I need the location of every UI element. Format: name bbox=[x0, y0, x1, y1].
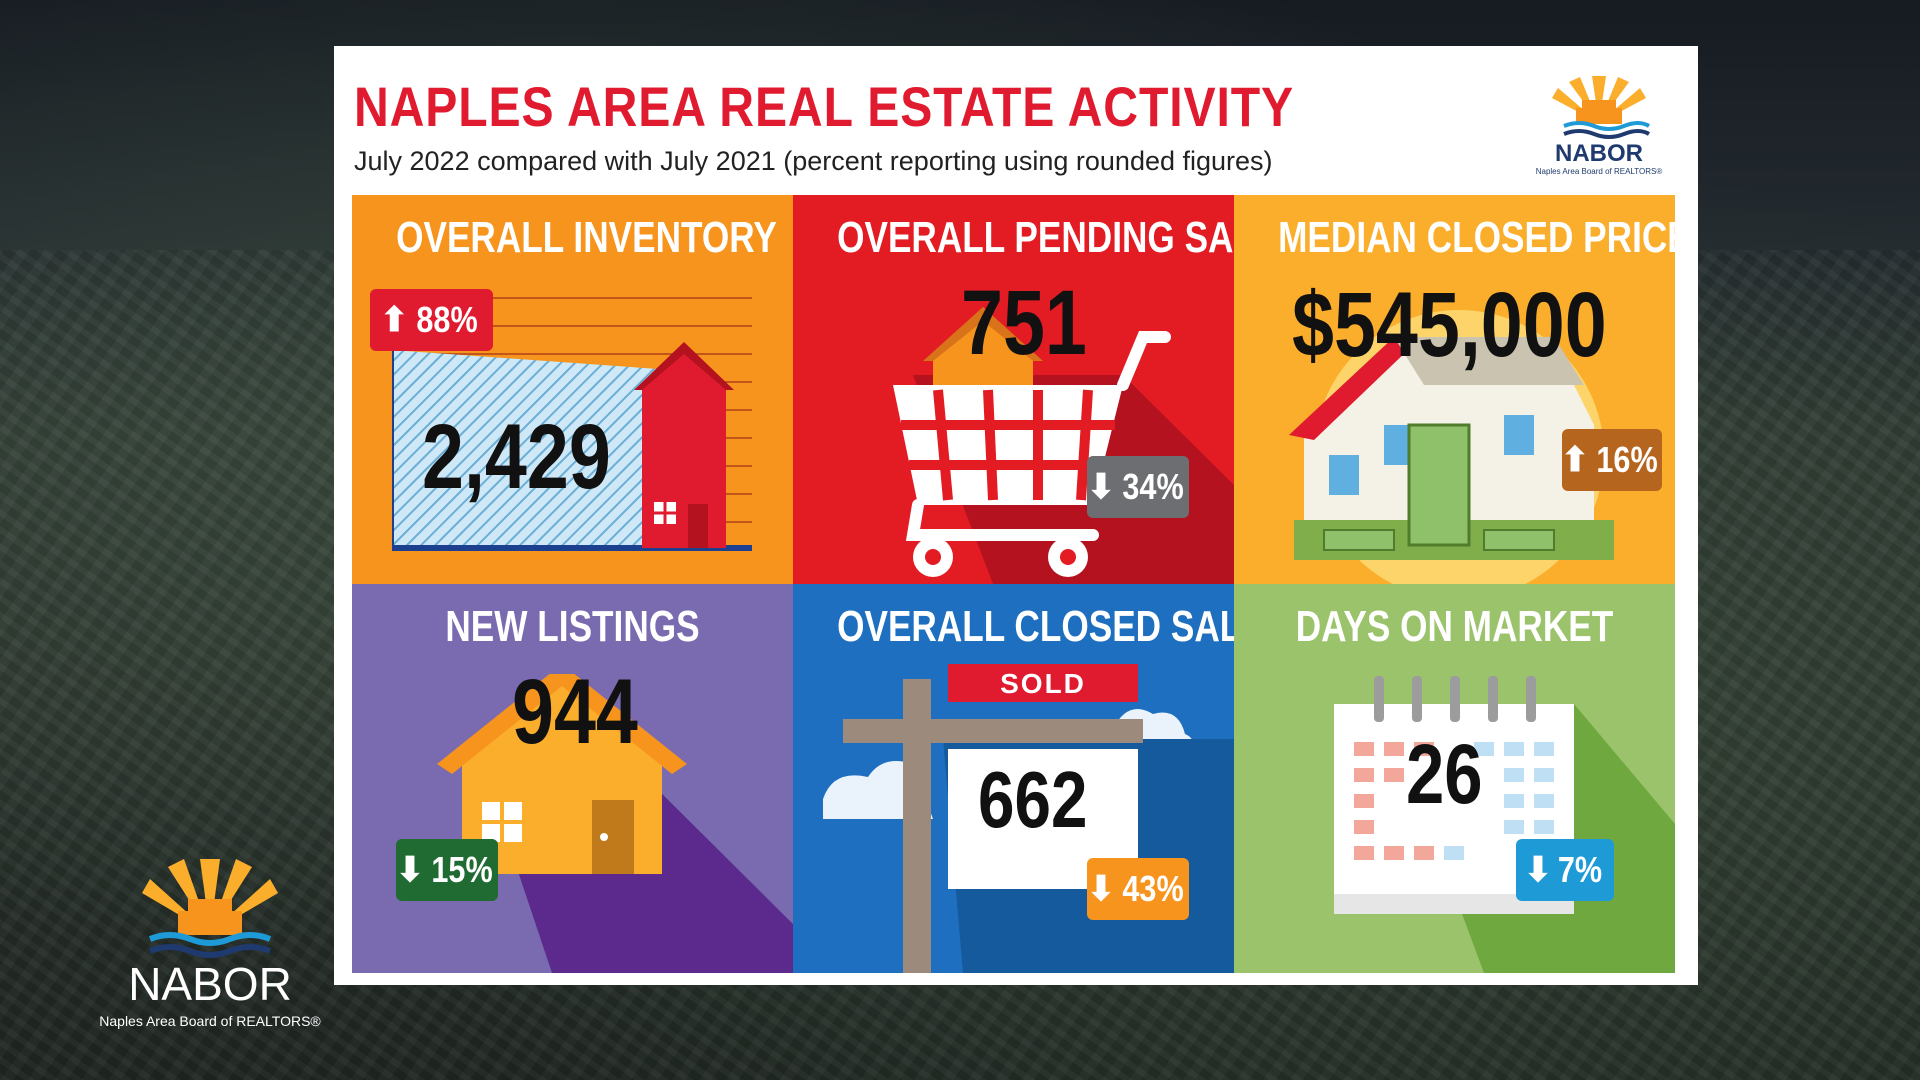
arrow-up-icon: ⬆ bbox=[1560, 441, 1590, 479]
inventory-value: 2,429 bbox=[422, 406, 611, 508]
infographic-card: NAPLES AREA REAL ESTATE ACTIVITY July 20… bbox=[334, 46, 1698, 985]
arrow-down-icon: ⬇ bbox=[1086, 468, 1116, 506]
logo-tagline: Naples Area Board of REALTORS® bbox=[1535, 167, 1663, 176]
corner-logo-wordmark: NABOR bbox=[128, 958, 292, 1010]
tile-title: OVERALL INVENTORY bbox=[396, 213, 777, 262]
days-on-market-value: 26 bbox=[1406, 727, 1483, 821]
tile-title: DAYS ON MARKET bbox=[1295, 602, 1614, 651]
closed-sales-value: 662 bbox=[978, 755, 1088, 844]
pending-value: 751 bbox=[961, 272, 1087, 374]
sunburst-logo-icon bbox=[1552, 76, 1651, 139]
corner-logo-tagline: Naples Area Board of REALTORS® bbox=[99, 1013, 321, 1029]
stats-grid: OVERALL INVENTORY bbox=[352, 195, 1676, 973]
arrow-down-icon: ⬇ bbox=[395, 851, 425, 889]
tile-overall-inventory: OVERALL INVENTORY bbox=[352, 195, 793, 584]
days-on-market-change-badge: ⬇ 7% bbox=[1516, 839, 1614, 901]
tile-title: OVERALL PENDING SALES bbox=[837, 213, 1234, 262]
closed-sales-change-value: 43% bbox=[1122, 868, 1184, 909]
house-money-icon bbox=[1289, 310, 1614, 584]
inventory-chart-icon bbox=[392, 297, 752, 551]
nabor-logo: NABOR Naples Area Board of REALTORS® bbox=[1524, 68, 1674, 178]
pending-change-value: 34% bbox=[1122, 466, 1184, 507]
new-listings-change-badge: ⬇ 15% bbox=[396, 839, 498, 901]
house-icon bbox=[437, 674, 793, 973]
closed-sales-change-badge: ⬇ 43% bbox=[1087, 858, 1189, 920]
days-on-market-change-value: 7% bbox=[1558, 849, 1603, 890]
arrow-down-icon: ⬇ bbox=[1523, 851, 1553, 889]
sold-sign-label: SOLD bbox=[1000, 668, 1086, 699]
new-listings-value: 944 bbox=[512, 661, 638, 763]
logo-wordmark: NABOR bbox=[1555, 140, 1643, 167]
calendar-icon bbox=[1334, 676, 1675, 973]
tile-title: MEDIAN CLOSED PRICE bbox=[1278, 213, 1675, 262]
sunburst-logo-icon bbox=[142, 859, 278, 958]
pending-change-badge: ⬇ 34% bbox=[1087, 456, 1189, 518]
shopping-cart-icon bbox=[893, 307, 1234, 584]
median-price-value: $545,000 bbox=[1292, 274, 1607, 376]
arrow-up-icon: ⬆ bbox=[380, 301, 409, 339]
tile-overall-pending-sales: OVERALL PENDING SALES 75 bbox=[793, 195, 1234, 584]
corner-nabor-logo: NABOR Naples Area Board of REALTORS® bbox=[99, 853, 321, 1033]
tile-days-on-market: DAYS ON MARKET bbox=[1234, 584, 1675, 973]
page-title: NAPLES AREA REAL ESTATE ACTIVITY bbox=[354, 75, 1294, 138]
inventory-change-badge: ⬆ 88% bbox=[370, 289, 493, 351]
tile-new-listings: NEW LISTINGS 944 ⬇ 15% bbox=[352, 584, 793, 973]
arrow-down-icon: ⬇ bbox=[1086, 870, 1116, 908]
tile-title: OVERALL CLOSED SALES bbox=[837, 602, 1234, 651]
tile-overall-closed-sales: OVERALL CLOSED SALES SOLD 662 ⬇ 43% bbox=[793, 584, 1234, 973]
tile-title: NEW LISTINGS bbox=[445, 602, 700, 651]
new-listings-change-value: 15% bbox=[431, 849, 493, 890]
median-change-value: 16% bbox=[1596, 439, 1658, 480]
inventory-change-value: 88% bbox=[415, 299, 478, 340]
median-change-badge: ⬆ 16% bbox=[1560, 429, 1662, 491]
page-subtitle: July 2022 compared with July 2021 (perce… bbox=[354, 146, 1273, 176]
tile-median-closed-price: MEDIAN CLOSED PRICE $545,000 ⬆ 16% bbox=[1234, 195, 1675, 584]
